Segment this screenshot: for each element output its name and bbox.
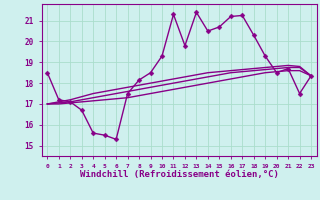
X-axis label: Windchill (Refroidissement éolien,°C): Windchill (Refroidissement éolien,°C): [80, 170, 279, 179]
